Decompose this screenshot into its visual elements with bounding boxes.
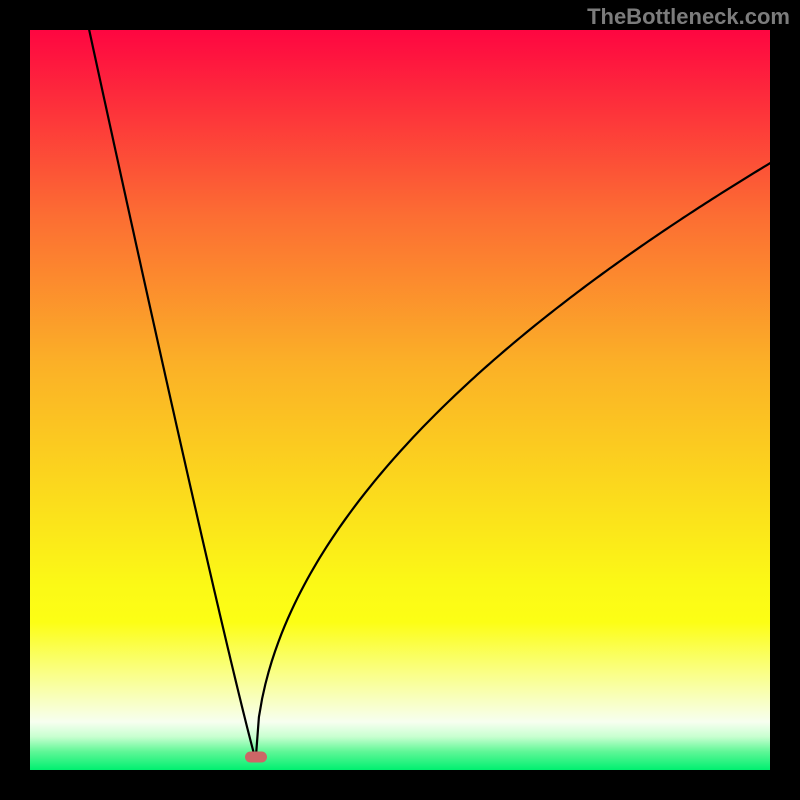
chart-frame: TheBottleneck.com: [0, 0, 800, 800]
watermark-text: TheBottleneck.com: [587, 4, 790, 30]
minimum-marker: [245, 752, 267, 763]
bottleneck-curve: [30, 30, 770, 770]
plot-area: [30, 30, 770, 770]
